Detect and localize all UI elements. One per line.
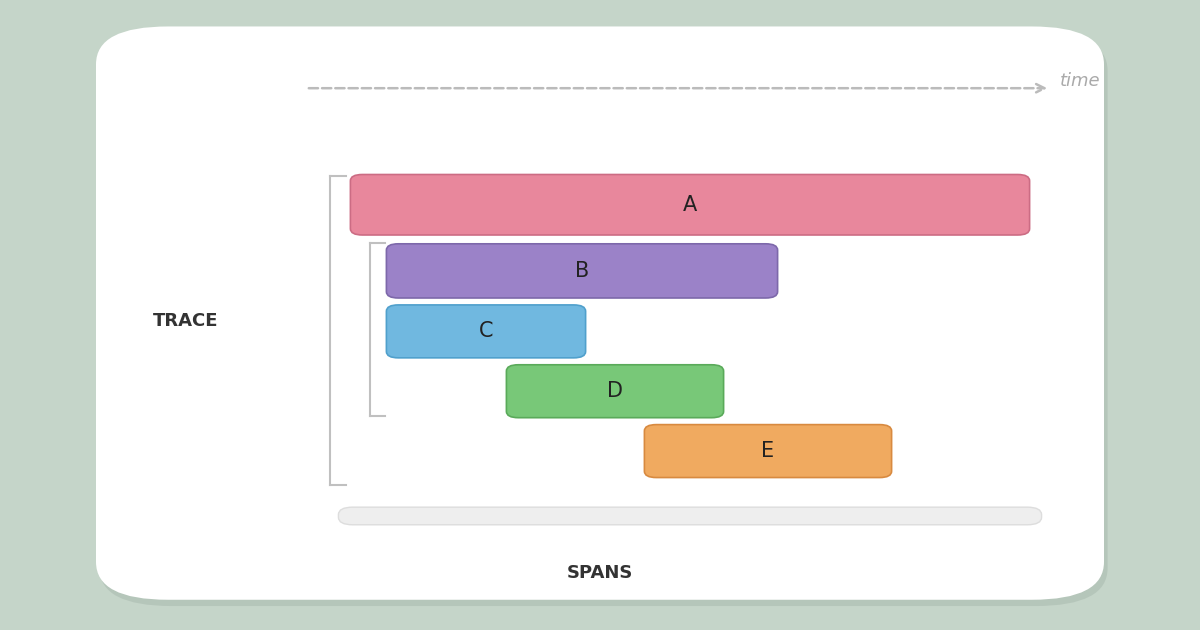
FancyBboxPatch shape [644,425,892,478]
FancyBboxPatch shape [338,507,1042,525]
FancyBboxPatch shape [386,305,586,358]
FancyBboxPatch shape [100,33,1108,606]
Text: E: E [762,441,774,461]
FancyBboxPatch shape [96,26,1104,600]
Text: time: time [1060,72,1100,89]
Text: B: B [575,261,589,281]
Text: SPANS: SPANS [566,564,634,582]
Text: D: D [607,381,623,401]
Text: A: A [683,195,697,215]
Text: TRACE: TRACE [154,312,218,330]
Text: C: C [479,321,493,341]
FancyBboxPatch shape [506,365,724,418]
FancyBboxPatch shape [386,244,778,298]
FancyBboxPatch shape [350,175,1030,235]
